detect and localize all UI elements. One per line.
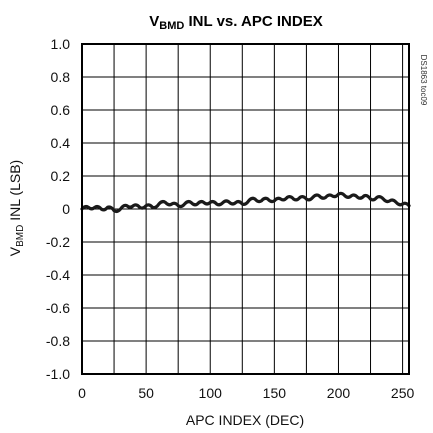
x-tick-label: 0	[78, 385, 86, 401]
y-tick-label: -0.2	[46, 234, 70, 250]
chart-title: VBMD INL vs. APC INDEX	[149, 13, 322, 32]
x-tick-label: 50	[138, 385, 154, 401]
x-tick-label: 250	[391, 385, 415, 401]
y-tick-label: 0.8	[51, 69, 71, 85]
y-tick-label: 0.6	[51, 102, 71, 118]
y-axis-title-sub: BMD	[15, 225, 26, 247]
figure-code-label: DS1863 toc09	[419, 55, 428, 106]
y-tick-label: 0	[62, 201, 70, 217]
y-tick-labels: 1.0 0.8 0.6 0.4 0.2 0 -0.2 -0.4 -0.6 -0.8 -1.0	[46, 36, 70, 382]
y-tick-label: -0.4	[46, 267, 70, 283]
grid-layer	[81, 43, 409, 375]
chart-title-rest: INL vs. APC INDEX	[184, 13, 322, 30]
y-tick-label: -1.0	[46, 366, 70, 382]
y-axis-title-main: V	[7, 246, 23, 256]
x-tick-labels: 0 50 100 150 200 250	[78, 385, 414, 401]
y-axis-title-rest: INL (LSB)	[7, 160, 23, 225]
y-tick-label: -0.6	[46, 300, 70, 316]
chart-title-sub: BMD	[159, 20, 184, 32]
y-tick-label: 0.2	[51, 168, 71, 184]
x-tick-label: 100	[199, 385, 223, 401]
plot-frame	[81, 43, 410, 375]
series-layer	[80, 191, 411, 214]
y-tick-label: 1.0	[51, 36, 71, 52]
x-tick-label: 200	[327, 385, 351, 401]
y-tick-label: -0.8	[46, 333, 70, 349]
chart-title-main: V	[149, 13, 159, 30]
y-axis-title: VBMD INL (LSB)	[7, 160, 26, 256]
x-tick-label: 150	[263, 385, 287, 401]
x-axis-title: APC INDEX (DEC)	[186, 412, 304, 428]
y-tick-label: 0.4	[51, 135, 71, 151]
series-line	[80, 191, 411, 214]
